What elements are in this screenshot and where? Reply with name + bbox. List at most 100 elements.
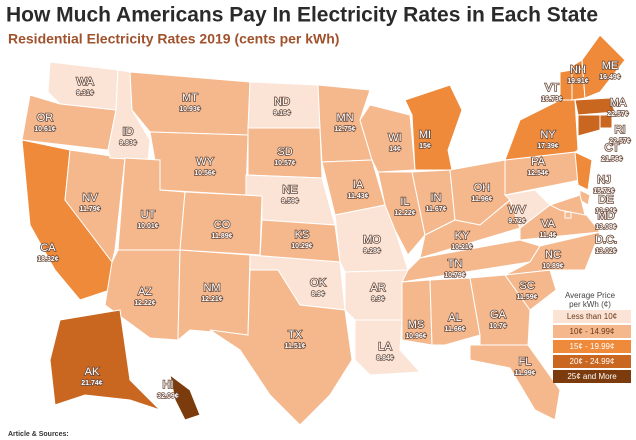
state-abbr: NV: [82, 192, 98, 204]
state-value: 12.54¢: [527, 170, 549, 177]
state-value: 19.91¢: [567, 78, 589, 85]
state-value: 9.72¢: [508, 218, 526, 225]
legend-label: 25¢ and More: [567, 372, 617, 381]
state: [209, 269, 353, 426]
state: [548, 194, 586, 216]
state-abbr: D.C.: [595, 234, 617, 246]
state-abbr: WY: [196, 156, 214, 168]
state-abbr: NM: [203, 282, 220, 294]
state-value: 12.21¢: [201, 296, 223, 303]
state-abbr: OH: [474, 182, 491, 194]
state-value: 10.29¢: [291, 243, 313, 250]
state-abbr: AR: [370, 282, 385, 294]
state-value: 16.49¢: [599, 74, 621, 81]
state: [259, 219, 341, 263]
state-value: 22.57¢: [609, 138, 631, 145]
state-abbr: NH: [570, 64, 586, 76]
state-value: 13.08¢: [595, 224, 617, 231]
state-abbr: VT: [545, 82, 559, 94]
state-value: 11.79¢: [79, 206, 100, 213]
state: [564, 211, 572, 219]
state-value: 11.51¢: [284, 343, 305, 350]
state: [574, 97, 616, 116]
state-value: 14¢: [389, 146, 401, 153]
subtitle: Residential Electricity Rates 2019 (cent…: [8, 31, 339, 47]
state-abbr: VA: [541, 218, 556, 230]
state-value: 9.16¢: [273, 110, 291, 117]
legend-swatch: [553, 325, 631, 338]
state-abbr: IA: [353, 179, 364, 191]
states: [21, 34, 626, 426]
state-abbr: MS: [408, 319, 425, 331]
state-abbr: WI: [388, 132, 401, 144]
state-value: 9.31¢: [76, 90, 94, 97]
state-abbr: NY: [540, 129, 556, 141]
state-abbr: NJ: [597, 174, 610, 186]
state: [401, 279, 433, 346]
state-value: 10.89¢: [542, 263, 564, 270]
state-value: 10.56¢: [194, 170, 216, 177]
state-value: 16.73¢: [541, 96, 563, 103]
legend-swatch: [553, 355, 631, 368]
legend-label: 20¢ - 24.99¢: [570, 357, 615, 366]
state-value: 8.9¢: [311, 291, 325, 298]
state-value: 10.57¢: [274, 160, 296, 167]
state: [429, 277, 481, 346]
legend-title: Average Price per kWh (¢): [565, 291, 616, 309]
state: [469, 344, 561, 421]
legend-swatch: [553, 370, 631, 383]
state-abbr: WV: [508, 204, 526, 216]
state-abbr: DE: [598, 194, 613, 206]
state-value: 9.28¢: [363, 248, 381, 255]
legend-swatch: [553, 310, 631, 323]
state-value: 18.32¢: [37, 256, 59, 263]
state: [169, 373, 201, 421]
state-abbr: ME: [602, 60, 619, 72]
state-value: 11.67¢: [425, 206, 446, 213]
state-abbr: AL: [448, 312, 461, 324]
state-abbr: AZ: [138, 286, 152, 298]
state-abbr: LA: [378, 341, 392, 353]
state-value: 22.57¢: [607, 111, 629, 118]
state-abbr: CO: [214, 219, 231, 231]
state-abbr: FL: [519, 356, 532, 368]
state-abbr: RI: [615, 124, 626, 136]
state-value: 10.7¢: [489, 323, 507, 330]
state-abbr: MN: [336, 112, 353, 124]
state: [404, 84, 463, 171]
state-abbr: GA: [490, 309, 507, 321]
state-value: 10.93¢: [179, 106, 201, 113]
state-abbr: CT: [605, 142, 620, 154]
state-value: 11.43¢: [347, 193, 368, 200]
state-value: 9.59¢: [281, 198, 299, 205]
footer: Article & Sources:: [8, 431, 69, 438]
state-value: 12.75¢: [334, 126, 356, 133]
state-abbr: SD: [277, 146, 292, 158]
state-value: 12.22¢: [394, 210, 416, 217]
state-value: 15.72¢: [593, 188, 615, 195]
state: [574, 151, 593, 191]
state-abbr: OK: [310, 277, 327, 289]
state-value: 17.39¢: [537, 143, 559, 150]
state-abbr: WA: [76, 76, 94, 88]
state-abbr: MO: [363, 234, 381, 246]
state-abbr: AK: [85, 366, 100, 378]
state-abbr: TN: [448, 258, 463, 270]
state: [49, 309, 161, 411]
title: How Much Americans Pay In Electricity Ra…: [6, 4, 598, 27]
state-value: 11.66¢: [444, 326, 465, 333]
state-value: 15¢: [419, 143, 431, 150]
state-abbr: SC: [519, 280, 534, 292]
state-value: 10.79¢: [444, 272, 466, 279]
state-value: 10.01¢: [137, 223, 159, 230]
legend-title-line: Average Price: [565, 291, 616, 300]
state-value: 21.74¢: [81, 380, 103, 387]
legend-label: 15¢ - 19.99¢: [570, 342, 615, 351]
state-value: 11.59¢: [516, 294, 537, 301]
legend: Average Price per kWh (¢) Less than 10¢ 10¢…: [553, 291, 631, 383]
state-value: 11.99¢: [514, 370, 535, 377]
state-value: 13.02¢: [595, 248, 617, 255]
state-abbr: PA: [531, 156, 546, 168]
